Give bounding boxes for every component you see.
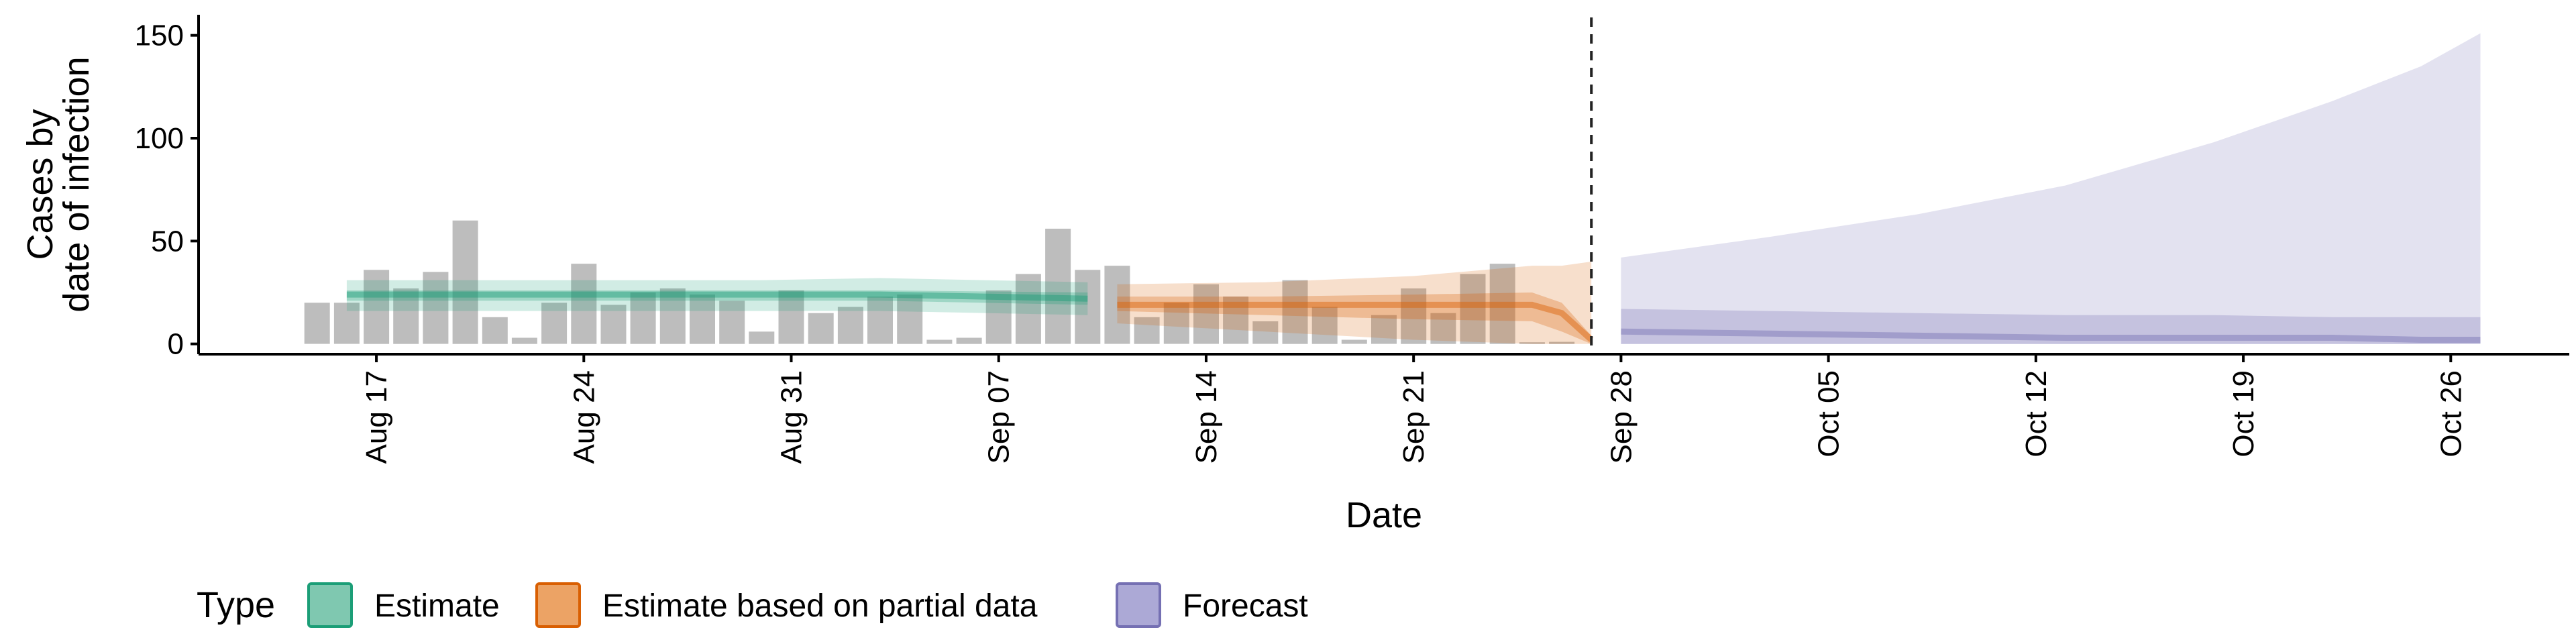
case-bar [897,294,923,344]
plot-area [304,17,2481,354]
series-2-ribbon-50 [1621,309,2481,344]
legend-label: Forecast [1183,588,1308,624]
legend-key [535,582,581,628]
case-bar [541,303,568,344]
series-1-median-line [1117,301,1594,342]
axes: 0 50 100 150 Aug 17 Aug 24 Aug 31 Sep 07 Sep 14 S… [20,15,2569,535]
x-tick-label: Aug 17 [360,370,393,464]
case-bar [837,307,863,344]
x-tick-label: Aug 24 [568,370,600,464]
case-bar [1193,284,1219,344]
x-tick-label: Oct 19 [2227,370,2260,458]
case-bar [659,288,686,344]
case-bar [511,337,537,344]
case-bar [1282,280,1308,344]
y-tick-label: 100 [135,122,184,155]
case-bar [956,337,982,344]
x-tick-label: Oct 26 [2434,370,2467,458]
x-tick-label: Oct 05 [1813,370,1845,458]
case-bar [1134,317,1160,344]
case-bar [985,290,1012,344]
x-tick-label: Sep 28 [1605,370,1638,464]
case-bar [630,292,656,344]
case-bar [304,303,330,344]
case-bar [423,272,449,344]
y-axis-title-line: Cases by [20,109,60,260]
case-bar [719,301,745,344]
legend-label: Estimate [374,588,500,624]
case-bar [1223,297,1249,344]
x-tick-label: Sep 21 [1397,370,1430,464]
case-bar [1163,303,1189,344]
case-bar [333,303,360,344]
case-bar [808,313,834,344]
x-tick-label: Aug 31 [775,370,808,464]
case-bar [1341,339,1367,344]
case-bar [452,220,478,344]
case-bar [1311,307,1338,344]
y-tick-label: 0 [168,328,184,361]
series-1-ribbon-90 [1117,262,1592,344]
case-bar [1252,321,1279,344]
case-bar [1401,288,1427,344]
legend-label: Estimate based on partial data [602,588,1038,624]
case-bar [600,305,627,344]
case-bar [364,270,390,344]
series-2-median-line [1621,328,2481,343]
case-bar [749,331,775,344]
case-bar [1104,266,1130,344]
legend-key [1116,582,1161,628]
series-2-ribbon-90 [1621,33,2481,344]
case-bar [690,294,715,344]
series-0-median-line [346,291,1088,302]
case-bar [1489,264,1515,344]
legend: Type Estimate Estimate based on partial da… [197,582,1308,628]
case-bar [393,288,419,344]
series-1-ribbon-50 [1117,292,1592,344]
series-0-ribbon-50 [346,290,1088,305]
case-bar [778,290,804,344]
legend-title: Type [197,585,275,625]
case-bar [1460,274,1486,344]
case-bar [1015,274,1041,344]
case-bar [1075,270,1101,344]
x-tick-label: Sep 14 [1190,370,1223,464]
case-bar [926,339,953,344]
x-tick-label: Oct 12 [2020,370,2053,458]
y-axis-title-line: date of infection [56,56,97,312]
case-bar [1519,342,1545,344]
y-tick-label: 150 [135,19,184,52]
case-bar [571,264,597,344]
legend-key [307,582,353,628]
case-bar [1549,341,1575,344]
series-0-ribbon-90 [346,278,1088,315]
case-bar [1430,313,1456,344]
case-bar [1045,228,1071,344]
case-bar [867,297,893,344]
x-axis-title: Date [1346,495,1422,535]
x-tick-label: Sep 07 [983,370,1016,464]
case-bar [482,317,508,344]
y-tick-label: 50 [151,225,184,258]
case-bar [1371,315,1397,344]
